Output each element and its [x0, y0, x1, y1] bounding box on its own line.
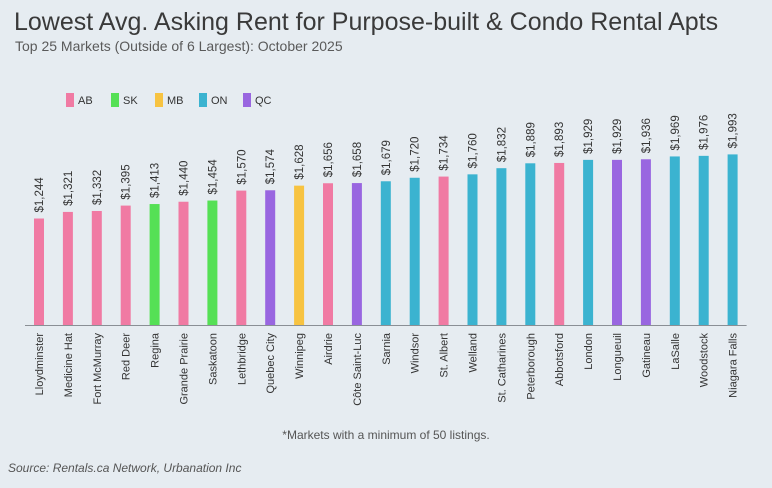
value-label: $1,832 [496, 127, 508, 162]
x-tick-label: Windsor [410, 333, 422, 374]
value-label: $1,440 [179, 161, 191, 196]
x-tick-label: LaSalle [670, 333, 682, 370]
bar [351, 183, 362, 325]
value-label: $1,720 [410, 137, 422, 172]
value-label: $1,936 [641, 118, 653, 153]
legend-swatch-sk [111, 93, 119, 107]
bar [467, 174, 478, 325]
bar [149, 204, 160, 325]
legend-label-sk: SK [123, 95, 138, 107]
value-label: $1,332 [92, 170, 104, 205]
bar [727, 154, 738, 325]
x-tick-label: Saskatoon [207, 333, 219, 385]
bar [583, 159, 594, 325]
bar [554, 162, 565, 325]
chart-subtitle: Top 25 Markets (Outside of 6 Largest): O… [15, 38, 343, 54]
value-labels: $1,244 $1,321 $1,332 $1,395 $1,413 $1,440 $1,4… [34, 113, 740, 212]
bar [525, 163, 536, 325]
value-label: $1,929 [612, 119, 624, 154]
x-tick-label: Medicine Hat [63, 333, 75, 397]
legend-label-qc: QC [255, 95, 272, 107]
value-label: $1,413 [150, 163, 162, 198]
source-note: Source: Rentals.ca Network, Urbanation I… [8, 461, 242, 475]
x-tick-label: Red Deer [121, 333, 133, 380]
value-label: $1,658 [352, 142, 364, 177]
legend-swatch-qc [243, 93, 251, 107]
footnote: *Markets with a minimum of 50 listings. [282, 428, 490, 442]
x-tick-label: Airdrie [323, 333, 335, 365]
value-label: $1,760 [468, 133, 480, 168]
bar [380, 181, 391, 325]
bar [178, 201, 189, 325]
value-label: $1,893 [554, 122, 566, 157]
bar [496, 168, 507, 325]
value-label: $1,969 [670, 115, 682, 150]
value-label: $1,244 [34, 177, 46, 213]
value-label: $1,570 [236, 149, 248, 184]
x-tick-label: Abbotsford [554, 333, 566, 386]
bar [62, 211, 73, 325]
bar [640, 159, 651, 325]
legend-swatch-ab [66, 93, 74, 107]
bar [294, 185, 305, 325]
bar [438, 176, 449, 325]
bar [669, 156, 680, 325]
x-tick-labels: Lloydminster Medicine Hat Fort McMurray Red… [34, 332, 740, 406]
x-tick-label: Longueuil [612, 333, 624, 381]
bar [323, 183, 333, 325]
x-tick-label: Sarnia [381, 332, 393, 365]
x-tick-label: Welland [468, 333, 480, 373]
value-label: $1,976 [699, 115, 711, 150]
x-tick-label: Lethbridge [236, 333, 248, 385]
legend-label-mb: MB [167, 95, 184, 107]
x-tick-label: Regina [150, 332, 162, 368]
value-label: $1,656 [323, 142, 335, 177]
x-tick-label: Fort McMurray [92, 333, 104, 405]
value-label: $1,993 [728, 113, 740, 148]
x-tick-label: Woodstock [699, 333, 711, 388]
value-label: $1,574 [265, 148, 277, 184]
x-tick-label: St. Albert [439, 333, 451, 378]
legend-swatch-mb [155, 93, 163, 107]
chart-title: Lowest Avg. Asking Rent for Purpose-buil… [14, 8, 719, 36]
bar [34, 218, 44, 325]
bar [91, 210, 102, 325]
value-label: $1,734 [439, 135, 451, 171]
bar [698, 155, 709, 325]
value-label: $1,679 [381, 140, 393, 175]
legend-swatch-on [199, 93, 207, 107]
value-label: $1,395 [121, 164, 133, 199]
bar [207, 200, 218, 325]
bar [409, 177, 420, 325]
legend-label-ab: AB [78, 95, 93, 107]
x-tick-label: Côte Saint-Luc [352, 333, 364, 406]
value-label: $1,929 [583, 119, 595, 154]
legend-label-on: ON [211, 95, 228, 107]
bar [120, 205, 131, 325]
x-tick-label: Gatineau [641, 333, 653, 378]
x-tick-label: Lloydminster [34, 333, 46, 396]
x-tick-label: Niagara Falls [728, 333, 740, 398]
x-tick-label: Quebec City [265, 333, 277, 394]
x-tick-label: Peterborough [525, 333, 537, 400]
value-label: $1,454 [207, 159, 219, 195]
x-tick-label: London [583, 333, 595, 370]
bar [612, 159, 622, 325]
bars [34, 154, 738, 325]
legend: AB SK MB ON QC [66, 93, 272, 107]
value-label: $1,321 [63, 171, 75, 206]
value-label: $1,628 [294, 144, 306, 179]
bar [236, 190, 247, 325]
value-label: $1,889 [525, 122, 537, 157]
x-tick-label: St. Catharines [496, 333, 508, 403]
x-tick-label: Winnipeg [294, 333, 306, 379]
x-tick-label: Grande Prairie [179, 333, 191, 405]
bar [265, 190, 276, 325]
